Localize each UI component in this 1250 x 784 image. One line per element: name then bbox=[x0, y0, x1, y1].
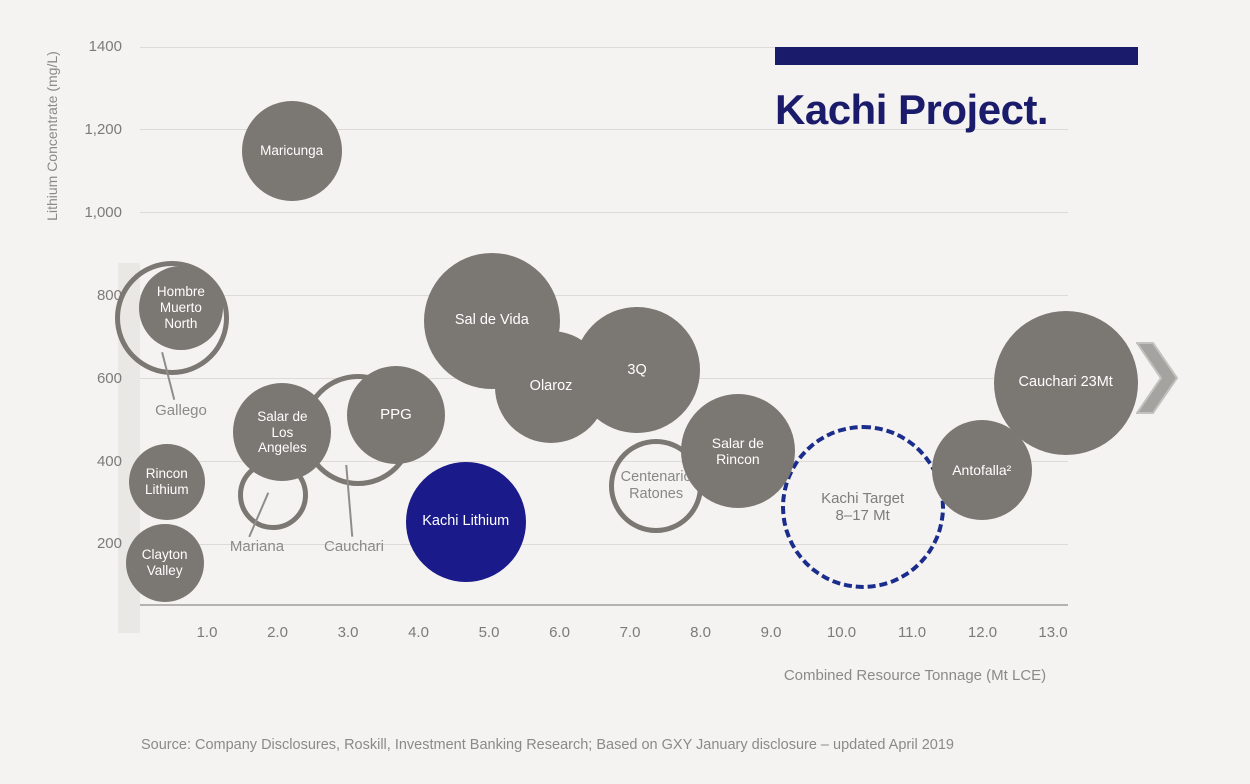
header-accent-bar bbox=[775, 47, 1138, 65]
bubble-salar-de-los-angeles: Salar de Los Angeles bbox=[233, 383, 332, 482]
x-tick-label: 1.0 bbox=[196, 624, 218, 641]
bubble-antofalla: Antofalla² bbox=[931, 419, 1032, 520]
bubble-rincon-lithium: Rincon Lithium bbox=[128, 444, 205, 521]
x-axis-line bbox=[140, 604, 1068, 606]
x-tick-label: 2.0 bbox=[267, 624, 288, 641]
bubble-gallego bbox=[114, 261, 229, 376]
bubble-clayton-valley: Clayton Valley bbox=[125, 524, 204, 603]
x-axis-title: Combined Resource Tonnage (Mt LCE) bbox=[783, 667, 1047, 684]
y-tick-label: 400 bbox=[96, 452, 122, 470]
x-tick-label: 11.0 bbox=[897, 624, 927, 641]
y-tick-label: 600 bbox=[96, 369, 122, 387]
gridline bbox=[140, 129, 1068, 131]
y-tick-label: 1,200 bbox=[84, 120, 122, 138]
bubble-kachi-target: Kachi Target 8–17 Mt bbox=[780, 425, 945, 590]
bubble-kachi-lithium: Kachi Lithium bbox=[405, 461, 526, 582]
bubble-ppg: PPG bbox=[346, 366, 445, 465]
y-tick-label: 800 bbox=[96, 286, 122, 304]
x-tick-label: 7.0 bbox=[619, 624, 641, 641]
gridline bbox=[140, 212, 1068, 214]
bubble-maricunga: Maricunga bbox=[241, 100, 342, 201]
gridline bbox=[140, 543, 1068, 545]
x-tick-label: 8.0 bbox=[690, 624, 711, 641]
x-tick-label: 4.0 bbox=[408, 624, 429, 641]
bubble-salar-de-rincon: Salar de Rincon bbox=[680, 394, 795, 509]
bubble-3q: 3Q bbox=[574, 307, 701, 434]
x-tick-label: 10.0 bbox=[826, 624, 857, 641]
gridline bbox=[140, 295, 1068, 297]
chevron-right-icon bbox=[1136, 342, 1179, 414]
slide-title: Kachi Project. bbox=[775, 86, 1049, 133]
y-tick-label: 1,000 bbox=[84, 203, 122, 221]
y-tick-label: 200 bbox=[96, 535, 122, 553]
gridline bbox=[140, 46, 1068, 48]
x-tick-label: 5.0 bbox=[478, 624, 500, 641]
x-tick-label: 13.0 bbox=[1038, 624, 1068, 641]
source-text: Source: Company Disclosures, Roskill, In… bbox=[141, 737, 954, 753]
x-tick-label: 6.0 bbox=[549, 624, 570, 641]
bubble-cauchari-23mt: Cauchari 23Mt bbox=[993, 310, 1138, 455]
y-tick-label: 1400 bbox=[88, 38, 122, 55]
gridline bbox=[140, 461, 1068, 462]
annotation-gallego: Gallego bbox=[155, 402, 207, 419]
annotation-mariana: Mariana bbox=[229, 538, 285, 555]
annotation-cauchari: Cauchari bbox=[323, 538, 385, 555]
x-tick-label: 9.0 bbox=[760, 624, 782, 641]
x-tick-label: 3.0 bbox=[337, 624, 359, 641]
bubble-hombre-muerto-north: Hombre Muerto North bbox=[138, 266, 223, 351]
x-tick-label: 12.0 bbox=[967, 624, 998, 641]
